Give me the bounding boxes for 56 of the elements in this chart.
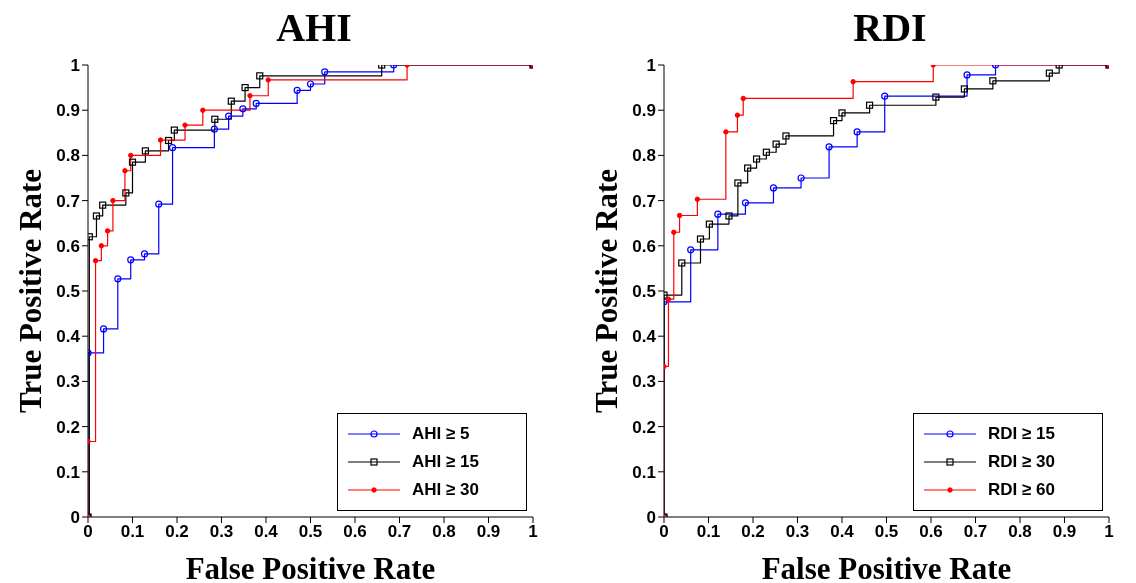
y-tick-label: 0.9 [632, 101, 656, 121]
y-tick-label: 0.1 [632, 462, 656, 482]
y-tick-label: 1 [646, 56, 656, 76]
y-tick-label: 0.2 [632, 417, 656, 437]
x-tick-label: 0.5 [298, 522, 323, 542]
y-tick-label: 0.3 [632, 372, 656, 392]
chart-title: RDI [852, 4, 928, 52]
x-tick-label: 0.3 [209, 522, 234, 542]
x-tick-label: 0.8 [432, 522, 456, 542]
legend-label: RDI ≥ 60 [988, 480, 1055, 500]
chart-title: AHI [275, 4, 353, 52]
y-tick-label: 0.5 [56, 282, 80, 302]
x-tick-label: 0 [659, 522, 669, 542]
y-tick-label: 0.8 [56, 146, 80, 166]
x-tick-label: 0.8 [1008, 522, 1032, 542]
x-tick-label: 0.6 [919, 522, 943, 542]
x-axis-title: False Positive Rate [761, 551, 1012, 583]
x-tick-label: 0 [83, 522, 93, 542]
legend-label: RDI ≥ 30 [988, 452, 1055, 472]
legend-label: RDI ≥ 15 [988, 424, 1055, 444]
y-axis-title: True Positive Rate [589, 169, 625, 413]
x-tick-label: 0.6 [343, 522, 367, 542]
y-tick-label: 0 [70, 508, 80, 528]
y-tick-label: 0.7 [632, 191, 656, 211]
y-tick-label: 0.4 [56, 327, 81, 347]
x-tick-label: 0.3 [785, 522, 810, 542]
y-tick-label: 0.9 [56, 101, 80, 121]
y-axis-title: True Positive Rate [13, 169, 49, 413]
legend-label: AHI ≥ 15 [412, 452, 479, 472]
y-tick-label: 0.2 [56, 417, 80, 437]
x-tick-label: 0.1 [696, 522, 721, 542]
x-axis-title: False Positive Rate [185, 551, 436, 583]
y-tick-label: 0.3 [56, 372, 80, 392]
x-tick-label: 0.2 [741, 522, 765, 542]
legend-label: AHI ≥ 30 [412, 480, 479, 500]
x-tick-label: 0.4 [254, 522, 279, 542]
y-tick-label: 0.6 [632, 236, 656, 256]
y-tick-label: 0.7 [56, 191, 80, 211]
y-tick-label: 1 [70, 56, 80, 76]
x-tick-label: 1 [528, 522, 538, 542]
y-tick-label: 0.6 [56, 236, 80, 256]
x-tick-label: 0.9 [476, 522, 501, 542]
x-tick-label: 0.7 [963, 522, 988, 542]
y-tick-label: 0 [646, 508, 656, 528]
x-tick-label: 0.9 [1052, 522, 1077, 542]
x-tick-label: 0.5 [874, 522, 899, 542]
y-tick-label: 0.8 [632, 146, 656, 166]
y-tick-label: 0.4 [632, 327, 657, 347]
x-tick-label: 0.1 [120, 522, 145, 542]
y-tick-label: 0.1 [56, 462, 80, 482]
x-tick-label: 0.2 [165, 522, 189, 542]
x-tick-label: 0.7 [387, 522, 412, 542]
legend-label: AHI ≥ 5 [412, 424, 470, 444]
x-tick-label: 0.4 [830, 522, 855, 542]
y-tick-label: 0.5 [632, 282, 656, 302]
x-tick-label: 1 [1104, 522, 1114, 542]
